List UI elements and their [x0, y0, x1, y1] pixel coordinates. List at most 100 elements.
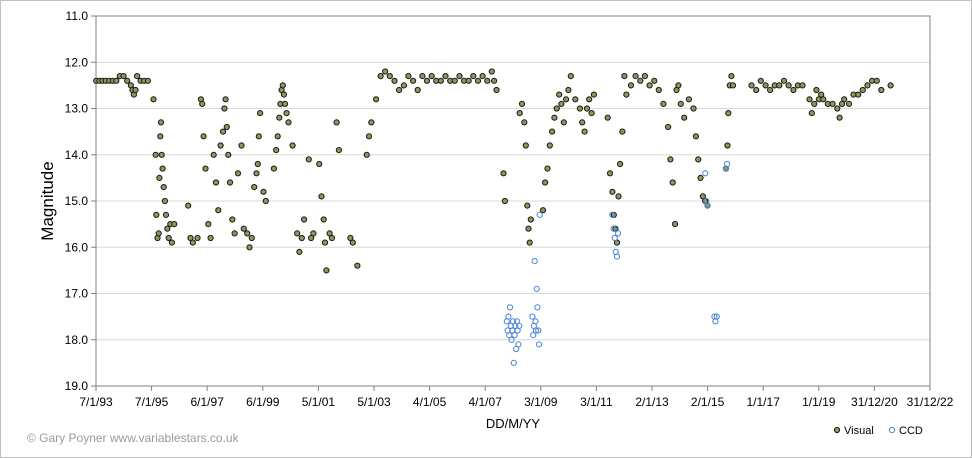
- y-tick-label: 15.0: [65, 194, 89, 208]
- visual-point: [527, 216, 534, 223]
- visual-point: [202, 165, 209, 172]
- visual-point: [572, 96, 579, 103]
- visual-point: [298, 234, 305, 242]
- visual-point: [189, 239, 196, 246]
- visual-point: [414, 86, 421, 94]
- y-tick-label: 12.0: [65, 55, 89, 69]
- visual-point: [646, 82, 653, 89]
- visual-point: [428, 73, 435, 80]
- visual-point: [586, 96, 593, 103]
- visual-point: [841, 96, 848, 103]
- visual-point: [132, 86, 139, 94]
- visual-point: [215, 207, 222, 214]
- ccd-point: [532, 318, 539, 325]
- y-tick-label: 18.0: [65, 333, 89, 347]
- visual-point: [144, 77, 151, 84]
- visual-point: [627, 82, 635, 89]
- visual-point: [780, 77, 788, 84]
- visual-point: [194, 234, 201, 242]
- visual-point: [820, 96, 827, 103]
- visual-point: [161, 197, 168, 205]
- visual-point: [491, 77, 498, 84]
- visual-point: [697, 174, 704, 181]
- visual-point: [185, 202, 192, 209]
- visual-point: [246, 244, 253, 251]
- visual-point: [405, 73, 412, 80]
- visual-point: [692, 133, 700, 140]
- visual-point: [588, 110, 595, 117]
- visual-point: [323, 267, 330, 274]
- visual-point: [391, 77, 398, 84]
- visual-point: [164, 225, 171, 232]
- ccd-point: [613, 253, 621, 260]
- ccd-point: [713, 313, 720, 320]
- data-points: [93, 68, 894, 366]
- visual-point: [310, 230, 317, 237]
- visual-point: [200, 133, 207, 140]
- visual-point: [373, 96, 380, 103]
- visual-point: [470, 73, 477, 80]
- visual-point: [207, 234, 214, 242]
- visual-point: [156, 174, 163, 181]
- ccd-point: [724, 160, 731, 168]
- x-tick-label: 7/1/95: [135, 395, 169, 409]
- visual-point: [251, 184, 258, 191]
- ccd-point: [615, 230, 622, 237]
- visual-point: [667, 156, 674, 163]
- ccd-point: [535, 327, 542, 334]
- visual-point: [157, 133, 164, 140]
- visual-point: [767, 86, 774, 94]
- visual-point: [565, 86, 572, 94]
- visual-point: [619, 128, 626, 135]
- visual-point: [859, 86, 866, 94]
- x-tick-label: 2/1/15: [691, 395, 725, 409]
- visual-point: [283, 110, 290, 117]
- legend-visual-label: Visual: [844, 425, 874, 437]
- visual-point: [248, 234, 255, 242]
- visual-point: [229, 216, 236, 223]
- visual-point: [305, 156, 312, 163]
- series-visual: [93, 68, 894, 274]
- y-tick-label: 17.0: [65, 287, 89, 301]
- visual-point: [785, 82, 792, 89]
- visual-point: [328, 234, 335, 242]
- visual-point: [255, 133, 262, 140]
- visual-point: [285, 119, 292, 126]
- visual-point: [363, 151, 370, 158]
- visual-point: [590, 91, 598, 98]
- visual-point: [677, 100, 684, 108]
- visual-point: [836, 114, 843, 121]
- credit-text: © Gary Poyner www.variablestars.co.uk: [27, 431, 240, 445]
- ccd-point: [508, 336, 515, 343]
- x-tick-label: 1/1/19: [802, 395, 836, 409]
- visual-point: [320, 216, 327, 223]
- visual-point: [281, 100, 289, 108]
- visual-point: [377, 73, 384, 80]
- visual-point: [864, 82, 871, 89]
- visual-point: [806, 96, 813, 103]
- ccd-point: [610, 225, 617, 232]
- ccd-point: [510, 359, 517, 366]
- visual-point: [542, 179, 549, 186]
- visual-point: [479, 73, 486, 80]
- visual-point: [690, 105, 697, 112]
- visual-point: [579, 119, 586, 126]
- visual-point: [273, 147, 280, 154]
- visual-point: [539, 207, 547, 214]
- visual-point: [546, 142, 553, 149]
- visual-point: [660, 100, 667, 108]
- visual-point: [152, 151, 159, 158]
- visual-point: [205, 221, 212, 228]
- visual-point: [762, 82, 769, 89]
- visual-point: [219, 128, 227, 135]
- visual-point: [254, 160, 261, 168]
- visual-point: [669, 179, 676, 186]
- x-tick-label: 3/1/11: [580, 395, 613, 409]
- visual-point: [728, 73, 735, 80]
- ccd-point: [506, 304, 514, 311]
- visual-point: [347, 234, 354, 242]
- visual-point: [225, 151, 232, 158]
- series-ccd: [503, 160, 731, 366]
- x-tick-label: 6/1/97: [191, 395, 225, 409]
- visual-point: [488, 68, 495, 75]
